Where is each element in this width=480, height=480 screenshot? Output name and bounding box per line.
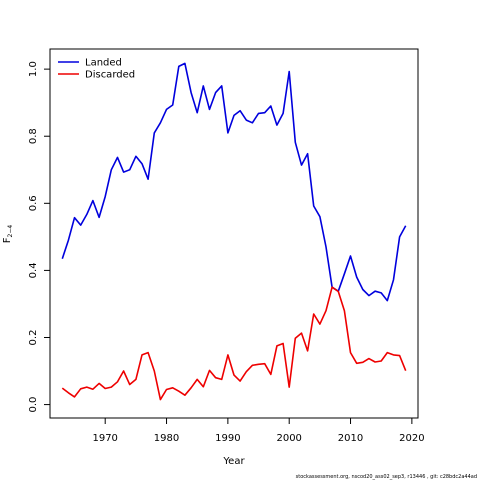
y-axis-title: F2−4 [2,225,14,244]
y-tick-label: 1.0 [28,61,39,77]
x-tick-label: 2010 [338,433,363,444]
legend-label-discarded: Discarded [85,70,135,81]
y-tick-label: 0.2 [28,330,39,346]
x-axis-title: Year [222,456,245,467]
x-tick-label: 1980 [154,433,179,444]
series-layer [61,62,407,401]
series-line-discarded [61,286,407,401]
legend-label-landed: Landed [85,58,122,69]
y-axis-title-main: F [2,237,13,243]
x-axis: 1970 1980 1990 2000 2010 2020 [92,418,425,444]
x-tick-label: 2020 [399,433,424,444]
y-tick-label: 0.8 [28,128,39,144]
y-tick-label: 0.4 [28,262,39,278]
x-tick-label: 2000 [276,433,301,444]
y-axis-title-subscript: 2−4 [7,225,14,238]
y-axis: 0.0 0.2 0.4 0.6 0.8 1.0 [28,61,50,413]
footer-credit: stockassessment.org, nscod20_ass02_sep3,… [296,474,477,480]
y-tick-label: 0.0 [28,397,39,413]
x-tick-label: 1970 [92,433,117,444]
series-line-landed [61,62,407,302]
x-tick-label: 1990 [215,433,240,444]
plot-frame [49,48,419,419]
y-tick-label: 0.6 [28,195,39,211]
